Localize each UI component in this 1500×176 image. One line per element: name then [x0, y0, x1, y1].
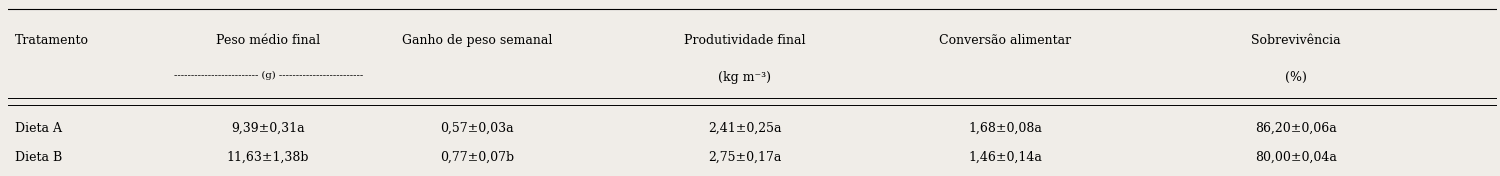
- Text: 2,41±0,25a: 2,41±0,25a: [708, 122, 782, 135]
- Text: 2,75±0,17a: 2,75±0,17a: [708, 150, 782, 164]
- Text: (kg m⁻³): (kg m⁻³): [718, 71, 771, 84]
- Text: ------------------------- (g) -------------------------: ------------------------- (g) ----------…: [174, 71, 363, 80]
- Text: Dieta B: Dieta B: [15, 150, 62, 164]
- Text: Dieta A: Dieta A: [15, 122, 62, 135]
- Text: Conversão alimentar: Conversão alimentar: [939, 34, 1071, 47]
- Text: 0,77±0,07b: 0,77±0,07b: [440, 150, 515, 164]
- Text: 1,68±0,08a: 1,68±0,08a: [969, 122, 1042, 135]
- Text: 0,57±0,03a: 0,57±0,03a: [440, 122, 513, 135]
- Text: Ganho de peso semanal: Ganho de peso semanal: [402, 34, 552, 47]
- Text: Peso médio final: Peso médio final: [216, 34, 320, 47]
- Text: Tratamento: Tratamento: [15, 34, 88, 47]
- Text: 11,63±1,38b: 11,63±1,38b: [226, 150, 309, 164]
- Text: 86,20±0,06a: 86,20±0,06a: [1256, 122, 1336, 135]
- Text: (%): (%): [1286, 71, 1306, 84]
- Text: 1,46±0,14a: 1,46±0,14a: [969, 150, 1042, 164]
- Text: Sobrevivência: Sobrevivência: [1251, 34, 1341, 47]
- Text: Produtividade final: Produtividade final: [684, 34, 806, 47]
- Text: 9,39±0,31a: 9,39±0,31a: [231, 122, 304, 135]
- Text: 80,00±0,04a: 80,00±0,04a: [1256, 150, 1336, 164]
